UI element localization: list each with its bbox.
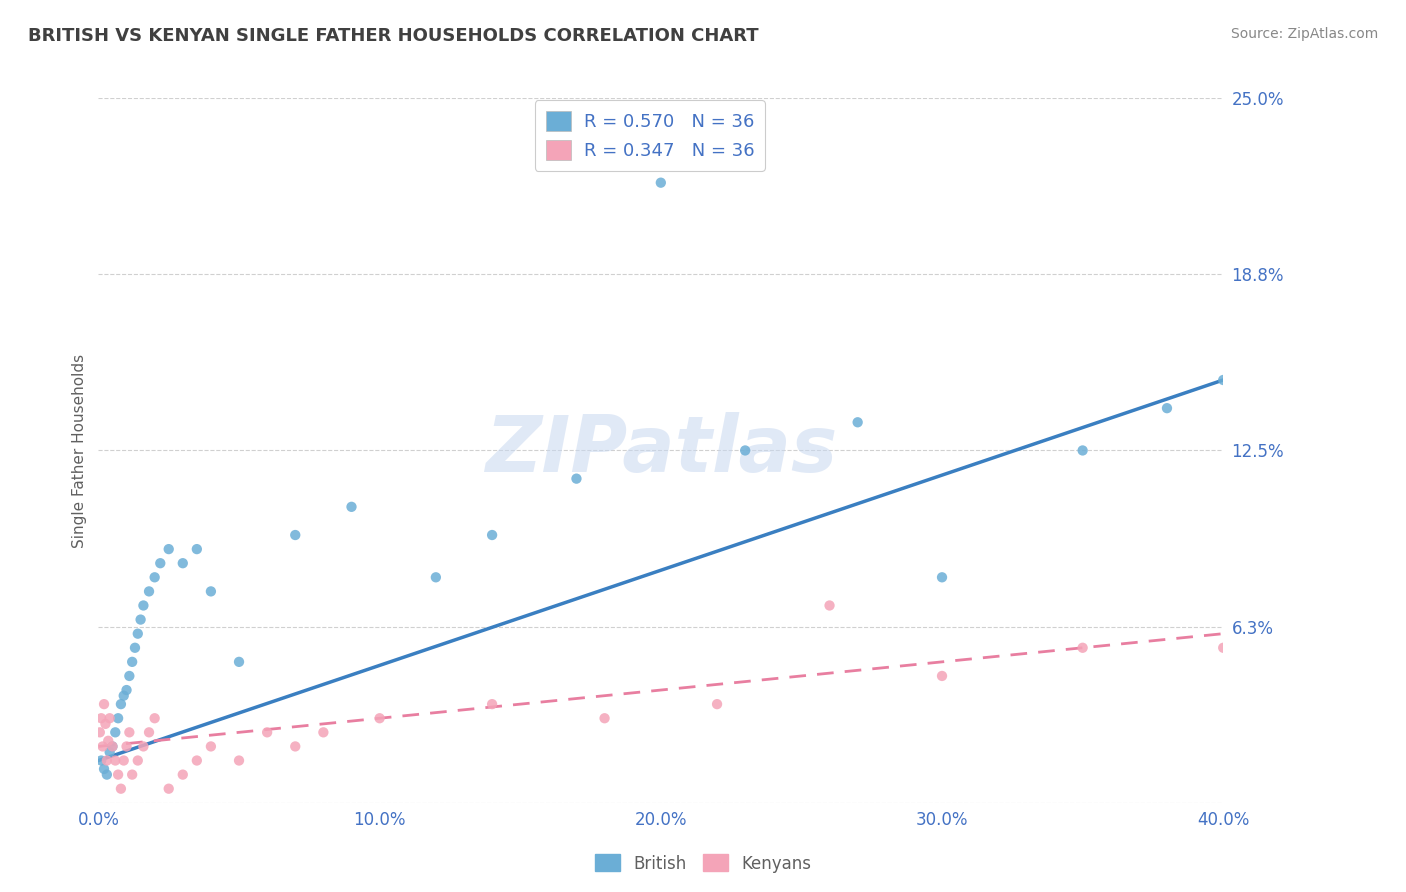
Point	[127, 754, 149, 768]
Point	[94, 717, 117, 731]
Point	[110, 697, 132, 711]
Text: ZIPatlas: ZIPatlas	[485, 412, 837, 489]
Point	[172, 767, 194, 781]
Point	[284, 739, 307, 754]
Point	[115, 739, 138, 754]
Point	[157, 542, 180, 557]
Point	[1212, 640, 1234, 655]
Point	[97, 733, 120, 747]
Point	[132, 599, 155, 613]
Point	[650, 176, 672, 190]
Point	[931, 570, 953, 584]
Point	[284, 528, 307, 542]
Point	[110, 781, 132, 796]
Point	[93, 762, 115, 776]
Point	[118, 669, 141, 683]
Point	[96, 767, 118, 781]
Point	[89, 725, 111, 739]
Point	[200, 739, 222, 754]
Point	[107, 711, 129, 725]
Legend: British, Kenyans: British, Kenyans	[588, 847, 818, 880]
Point	[118, 725, 141, 739]
Point	[846, 415, 869, 429]
Point	[138, 584, 160, 599]
Point	[143, 570, 166, 584]
Point	[228, 655, 250, 669]
Text: Source: ZipAtlas.com: Source: ZipAtlas.com	[1230, 27, 1378, 41]
Point	[593, 711, 616, 725]
Point	[931, 669, 953, 683]
Point	[1212, 373, 1234, 387]
Point	[368, 711, 391, 725]
Point	[312, 725, 335, 739]
Point	[565, 472, 588, 486]
Point	[734, 443, 756, 458]
Point	[101, 739, 124, 754]
Point	[157, 781, 180, 796]
Point	[132, 739, 155, 754]
Point	[90, 711, 112, 725]
Point	[104, 754, 127, 768]
Point	[98, 711, 121, 725]
Point	[90, 754, 112, 768]
Point	[149, 556, 172, 570]
Point	[340, 500, 363, 514]
Point	[200, 584, 222, 599]
Point	[129, 613, 152, 627]
Point	[481, 697, 503, 711]
Point	[98, 745, 121, 759]
Point	[121, 655, 143, 669]
Point	[115, 683, 138, 698]
Legend: R = 0.570   N = 36, R = 0.347   N = 36: R = 0.570 N = 36, R = 0.347 N = 36	[534, 100, 765, 170]
Point	[1071, 443, 1094, 458]
Point	[138, 725, 160, 739]
Point	[112, 754, 135, 768]
Point	[101, 739, 124, 754]
Point	[818, 599, 841, 613]
Point	[186, 754, 208, 768]
Point	[107, 767, 129, 781]
Point	[91, 739, 114, 754]
Point	[143, 711, 166, 725]
Point	[1071, 640, 1094, 655]
Point	[186, 542, 208, 557]
Point	[172, 556, 194, 570]
Y-axis label: Single Father Households: Single Father Households	[72, 353, 87, 548]
Point	[127, 626, 149, 640]
Point	[256, 725, 278, 739]
Point	[1156, 401, 1178, 416]
Point	[124, 640, 146, 655]
Point	[228, 754, 250, 768]
Text: BRITISH VS KENYAN SINGLE FATHER HOUSEHOLDS CORRELATION CHART: BRITISH VS KENYAN SINGLE FATHER HOUSEHOL…	[28, 27, 759, 45]
Point	[425, 570, 447, 584]
Point	[112, 689, 135, 703]
Point	[104, 725, 127, 739]
Point	[93, 697, 115, 711]
Point	[96, 754, 118, 768]
Point	[121, 767, 143, 781]
Point	[481, 528, 503, 542]
Point	[706, 697, 728, 711]
